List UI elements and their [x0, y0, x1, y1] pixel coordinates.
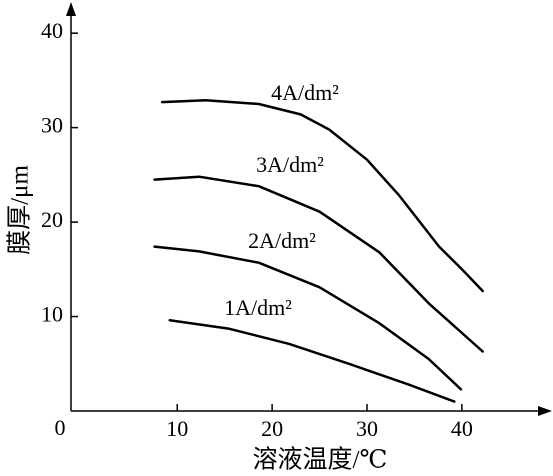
- series-label: 2A/dm²: [248, 228, 316, 253]
- series-label: 4A/dm²: [271, 80, 339, 105]
- y-tick-label: 30: [41, 113, 63, 138]
- origin-label: 0: [55, 415, 66, 440]
- x-tick-label: 30: [356, 416, 378, 441]
- series-label: 3A/dm²: [256, 152, 324, 177]
- x-tick-label: 10: [166, 416, 188, 441]
- series-line: [153, 175, 484, 353]
- y-axis-arrow: [66, 2, 76, 16]
- x-tick-label: 20: [261, 416, 283, 441]
- y-tick-label: 20: [41, 207, 63, 232]
- series-label: 1A/dm²: [224, 295, 292, 320]
- x-axis-arrow: [538, 406, 552, 416]
- x-axis-title: 溶液温度/℃: [253, 446, 388, 474]
- x-tick-label: 40: [451, 416, 473, 441]
- y-tick-label: 40: [41, 18, 63, 43]
- series-line: [153, 245, 463, 391]
- series-line: [168, 319, 456, 403]
- y-axis-title: 膜厚/μm: [6, 165, 34, 255]
- series-line: [160, 98, 484, 293]
- y-tick-label: 10: [41, 302, 63, 327]
